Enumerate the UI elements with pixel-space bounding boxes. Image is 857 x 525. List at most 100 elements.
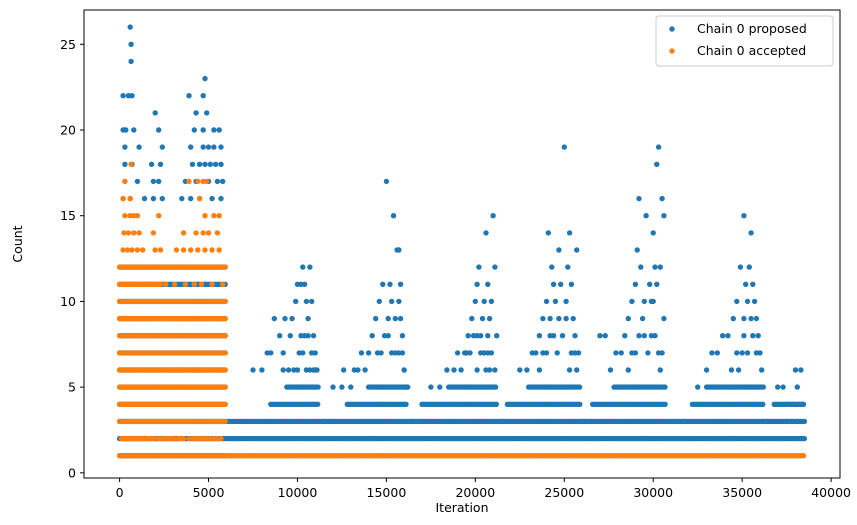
proposed-point xyxy=(632,281,639,287)
proposed-point xyxy=(315,384,321,390)
proposed-point xyxy=(428,384,434,390)
proposed-point xyxy=(759,367,765,373)
proposed-point xyxy=(734,350,740,356)
proposed-point xyxy=(607,367,614,373)
proposed-point xyxy=(330,384,336,390)
proposed-point xyxy=(622,333,628,339)
proposed-point xyxy=(488,298,495,305)
proposed-point xyxy=(268,350,274,356)
proposed-point xyxy=(799,401,806,407)
proposed-point xyxy=(661,213,667,219)
proposed-point xyxy=(156,127,162,133)
proposed-point xyxy=(753,315,760,322)
accepted-point xyxy=(128,161,134,167)
proposed-point xyxy=(469,315,475,322)
proposed-point xyxy=(390,213,397,219)
proposed-point xyxy=(533,350,539,356)
proposed-point xyxy=(159,195,165,202)
accepted-point xyxy=(138,281,144,287)
y-axis-label: Count xyxy=(10,225,25,262)
accepted-point xyxy=(195,247,201,253)
proposed-point xyxy=(730,315,736,322)
proposed-point xyxy=(150,195,157,202)
proposed-point xyxy=(214,178,221,185)
plot-frame xyxy=(83,9,841,479)
proposed-point xyxy=(574,367,580,373)
proposed-point xyxy=(550,281,557,287)
proposed-point xyxy=(588,418,594,425)
proposed-point xyxy=(277,333,283,339)
proposed-point xyxy=(650,298,656,305)
accepted-point xyxy=(180,435,187,442)
proposed-point xyxy=(472,298,478,305)
x-axis: 0 5000 10000 15000 20000 25000 30000 35000 40000 xyxy=(116,478,851,500)
proposed-point xyxy=(259,367,265,373)
accepted-point xyxy=(120,195,126,202)
accepted-point xyxy=(127,281,133,287)
proposed-point xyxy=(760,384,766,390)
proposed-point xyxy=(540,350,546,356)
proposed-point xyxy=(282,315,288,322)
proposed-point xyxy=(659,350,665,356)
proposed-point xyxy=(191,127,197,133)
proposed-point xyxy=(725,333,731,339)
proposed-point xyxy=(396,298,402,305)
accepted-point xyxy=(222,418,228,425)
accepted-point xyxy=(132,281,139,287)
accepted-point xyxy=(151,435,157,442)
proposed-point xyxy=(369,333,375,339)
y-axis: 0 5 10 15 20 25 xyxy=(60,37,84,480)
x-tick-label: 5000 xyxy=(193,485,225,500)
x-tick-label: 10000 xyxy=(278,485,318,500)
accepted-point xyxy=(202,213,208,219)
legend-box xyxy=(655,15,834,67)
proposed-point xyxy=(764,418,770,425)
proposed-point xyxy=(348,384,354,390)
proposed-point xyxy=(294,367,301,373)
proposed-point xyxy=(789,418,795,425)
proposed-point xyxy=(209,195,215,202)
proposed-point xyxy=(492,367,498,373)
accepted-point xyxy=(200,230,206,236)
proposed-point xyxy=(218,195,224,202)
proposed-point xyxy=(186,93,192,99)
proposed-point xyxy=(735,367,742,373)
proposed-point xyxy=(380,281,386,287)
proposed-point xyxy=(744,350,751,356)
proposed-point xyxy=(493,401,499,407)
proposed-point xyxy=(444,367,450,373)
proposed-point xyxy=(629,350,635,356)
proposed-point xyxy=(454,350,461,356)
proposed-point xyxy=(128,58,134,65)
proposed-point xyxy=(574,247,580,253)
accepted-point xyxy=(186,178,192,185)
accepted-point xyxy=(195,178,201,185)
proposed-point xyxy=(755,333,761,339)
proposed-point xyxy=(709,350,715,356)
proposed-point xyxy=(202,161,208,167)
accepted-point xyxy=(800,453,807,459)
accepted-point xyxy=(125,230,132,236)
proposed-point xyxy=(597,333,603,339)
proposed-point xyxy=(280,367,286,373)
accepted-point xyxy=(222,453,228,459)
proposed-point xyxy=(321,418,327,425)
x-tick-label: 25000 xyxy=(544,485,584,500)
accepted-point xyxy=(222,315,228,322)
proposed-point xyxy=(625,315,631,322)
proposed-point xyxy=(775,384,781,390)
proposed-point xyxy=(474,281,480,287)
proposed-point xyxy=(570,315,576,322)
proposed-point xyxy=(312,367,318,373)
proposed-point xyxy=(419,418,425,425)
proposed-point xyxy=(661,315,667,322)
proposed-point xyxy=(120,93,126,99)
proposed-point xyxy=(719,333,726,339)
proposed-point xyxy=(547,315,553,322)
proposed-point xyxy=(801,418,808,425)
y-tick-label: 20 xyxy=(60,123,76,138)
proposed-point xyxy=(613,350,619,356)
proposed-point xyxy=(737,264,744,270)
proposed-point xyxy=(476,264,482,270)
